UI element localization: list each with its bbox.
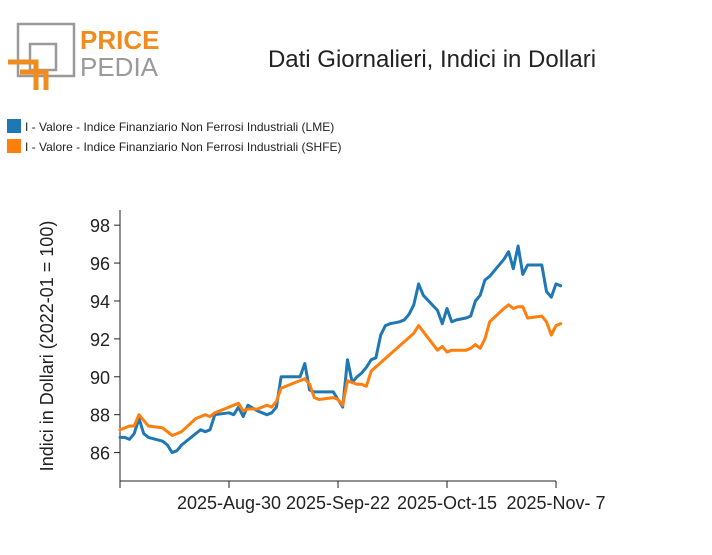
logo-frame-gray bbox=[16, 22, 76, 78]
legend-swatch-shfe bbox=[7, 139, 21, 153]
y-axis-label: Indici in Dollari (2022-01 = 100) bbox=[37, 221, 57, 472]
y-ticks: 86 88 90 92 94 96 98 bbox=[90, 216, 120, 464]
legend-swatch-lme bbox=[7, 119, 21, 133]
logo-word-pedia: PEDIA bbox=[80, 52, 159, 82]
x-tick-label: 2025-Oct-15 bbox=[397, 493, 497, 513]
series-line-lme bbox=[118, 244, 563, 455]
series-line-shfe bbox=[118, 303, 563, 437]
y-tick-label: 90 bbox=[90, 368, 110, 388]
y-tick-label: 96 bbox=[90, 254, 110, 274]
logo-bracket-orange-inner bbox=[20, 69, 49, 90]
y-tick-label: 98 bbox=[90, 216, 110, 236]
logo-word-price: PRICE bbox=[80, 25, 159, 55]
legend-label-shfe: I - Valore - Indice Finanziario Non Ferr… bbox=[25, 140, 342, 154]
x-tick-label: 2025-Sep-22 bbox=[286, 493, 390, 513]
legend-label-lme: I - Valore - Indice Finanziario Non Ferr… bbox=[25, 120, 334, 134]
chart-title: Dati Giornalieri, Indici in Dollari bbox=[268, 46, 596, 73]
pricepedia-logo: PRICE PEDIA bbox=[8, 22, 159, 90]
y-tick-label: 86 bbox=[90, 444, 110, 464]
logo-bracket-orange-outer bbox=[8, 59, 39, 90]
y-tick-label: 94 bbox=[90, 292, 110, 312]
x-ticks: 2025-Aug-30 2025-Sep-22 2025-Oct-15 2025-No… bbox=[119, 481, 606, 513]
x-tick-label: 2025-Aug-30 bbox=[177, 493, 281, 513]
legend: I - Valore - Indice Finanziario Non Ferr… bbox=[7, 119, 342, 154]
y-tick-label: 92 bbox=[90, 330, 110, 350]
series-layer bbox=[118, 244, 563, 455]
x-tick-label: 2025-Nov- 7 bbox=[506, 493, 605, 513]
y-tick-label: 88 bbox=[90, 406, 110, 426]
